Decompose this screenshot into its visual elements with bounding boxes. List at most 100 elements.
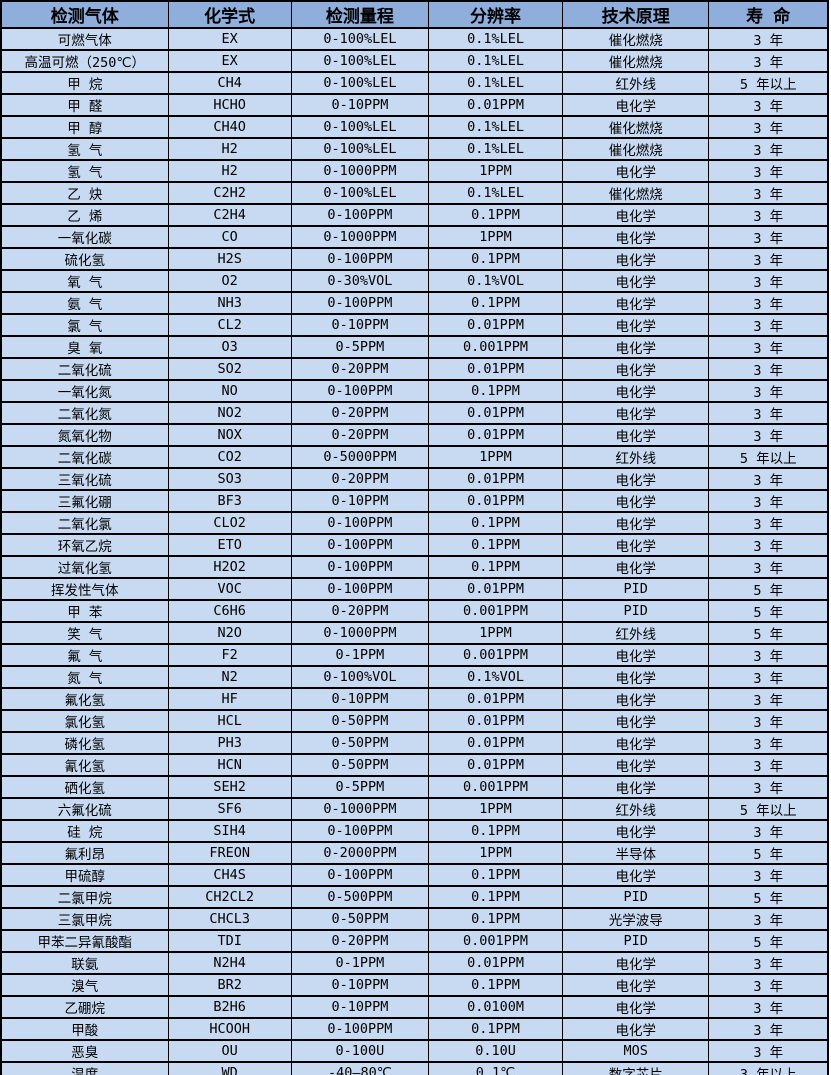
principle-cell: 电化学 [562, 291, 710, 315]
table-row: 三氟化硼 BF3 0-10PPM 0.01PPM 电化学 3 年 [0, 489, 829, 513]
formula-cell: C6H6 [167, 599, 292, 623]
table-row: 溴气 BR2 0-10PPM 0.1PPM 电化学 3 年 [0, 973, 829, 997]
gas-name-cell: 三氟化硼 [0, 489, 169, 513]
table-row: 笑 气 N2O 0-1000PPM 1PPM 红外线 5 年 [0, 621, 829, 645]
gas-name-cell: 温度 [0, 1061, 169, 1075]
table-row: 六氟化硫 SF6 0-1000PPM 1PPM 红外线 5 年以上 [0, 797, 829, 821]
range-cell: 0-100%LEL [290, 137, 430, 161]
range-cell: 0-100PPM [290, 863, 430, 887]
lifespan-cell: 3 年 [708, 1039, 829, 1063]
principle-cell: PID [562, 885, 710, 909]
gas-name-cell: 氟利昂 [0, 841, 169, 865]
table-row: 氟化氢 HF 0-10PPM 0.01PPM 电化学 3 年 [0, 687, 829, 711]
formula-cell: BR2 [167, 973, 292, 997]
formula-cell: N2 [167, 665, 292, 689]
gas-name-cell: 硫化氢 [0, 247, 169, 271]
lifespan-cell: 3 年 [708, 335, 829, 359]
resolution-cell: 0.1PPM [428, 291, 564, 315]
principle-cell: 电化学 [562, 731, 710, 755]
formula-cell: CLO2 [167, 511, 292, 535]
formula-cell: HCL [167, 709, 292, 733]
range-cell: 0-5000PPM [290, 445, 430, 469]
lifespan-cell: 3 年 [708, 753, 829, 777]
lifespan-cell: 3 年 [708, 819, 829, 843]
principle-cell: 电化学 [562, 93, 710, 117]
gas-name-cell: 甲 醇 [0, 115, 169, 139]
gas-name-cell: 三氧化硫 [0, 467, 169, 491]
table-row: 磷化氢 PH3 0-50PPM 0.01PPM 电化学 3 年 [0, 731, 829, 755]
principle-cell: 电化学 [562, 775, 710, 799]
resolution-cell: 1PPM [428, 797, 564, 821]
range-cell: 0-100PPM [290, 555, 430, 579]
range-cell: 0-500PPM [290, 885, 430, 909]
range-cell: 0-50PPM [290, 907, 430, 931]
principle-cell: 电化学 [562, 863, 710, 887]
range-cell: 0-20PPM [290, 467, 430, 491]
formula-cell: HF [167, 687, 292, 711]
resolution-cell: 1PPM [428, 621, 564, 645]
resolution-cell: 0.1PPM [428, 379, 564, 403]
formula-cell: OU [167, 1039, 292, 1063]
range-cell: 0-20PPM [290, 423, 430, 447]
resolution-cell: 1PPM [428, 159, 564, 183]
table-row: 一氧化碳 CO 0-1000PPM 1PPM 电化学 3 年 [0, 225, 829, 249]
column-header-principle: 技术原理 [562, 0, 710, 29]
lifespan-cell: 5 年以上 [708, 445, 829, 469]
principle-cell: 电化学 [562, 511, 710, 535]
table-row: 二氧化硫 SO2 0-20PPM 0.01PPM 电化学 3 年 [0, 357, 829, 381]
formula-cell: CL2 [167, 313, 292, 337]
lifespan-cell: 3 年 [708, 951, 829, 975]
gas-name-cell: 六氟化硫 [0, 797, 169, 821]
gas-name-cell: 二氧化氮 [0, 401, 169, 425]
gas-name-cell: 硅 烷 [0, 819, 169, 843]
gas-name-cell: 溴气 [0, 973, 169, 997]
principle-cell: 催化燃烧 [562, 115, 710, 139]
table-row: 可燃气体 EX 0-100%LEL 0.1%LEL 催化燃烧 3 年 [0, 27, 829, 51]
table-header: 检测气体 化学式 检测量程 分辨率 技术原理 寿 命 [0, 0, 829, 29]
resolution-cell: 0.1%LEL [428, 71, 564, 95]
gas-name-cell: 氮 气 [0, 665, 169, 689]
principle-cell: 电化学 [562, 313, 710, 337]
resolution-cell: 0.1%LEL [428, 27, 564, 51]
formula-cell: H2 [167, 137, 292, 161]
range-cell: 0-5PPM [290, 775, 430, 799]
resolution-cell: 0.1PPM [428, 863, 564, 887]
principle-cell: 催化燃烧 [562, 137, 710, 161]
table-row: 硒化氢 SEH2 0-5PPM 0.001PPM 电化学 3 年 [0, 775, 829, 799]
gas-name-cell: 氨 气 [0, 291, 169, 315]
resolution-cell: 0.001PPM [428, 775, 564, 799]
formula-cell: O3 [167, 335, 292, 359]
table-row: 甲 醛 HCHO 0-10PPM 0.01PPM 电化学 3 年 [0, 93, 829, 117]
resolution-cell: 0.01PPM [428, 577, 564, 601]
gas-name-cell: 乙硼烷 [0, 995, 169, 1019]
table-row: 甲酸 HCOOH 0-100PPM 0.1PPM 电化学 3 年 [0, 1017, 829, 1041]
lifespan-cell: 3 年 [708, 291, 829, 315]
resolution-cell: 0.01PPM [428, 687, 564, 711]
gas-name-cell: 氧 气 [0, 269, 169, 293]
range-cell: 0-50PPM [290, 709, 430, 733]
principle-cell: 电化学 [562, 159, 710, 183]
range-cell: 0-1000PPM [290, 621, 430, 645]
principle-cell: 电化学 [562, 335, 710, 359]
range-cell: 0-50PPM [290, 731, 430, 755]
range-cell: 0-100PPM [290, 203, 430, 227]
lifespan-cell: 5 年 [708, 841, 829, 865]
formula-cell: CHCL3 [167, 907, 292, 931]
lifespan-cell: 3 年 [708, 423, 829, 447]
gas-name-cell: 挥发性气体 [0, 577, 169, 601]
gas-name-cell: 甲 烷 [0, 71, 169, 95]
resolution-cell: 0.001PPM [428, 335, 564, 359]
resolution-cell: 0.01PPM [428, 709, 564, 733]
gas-name-cell: 笑 气 [0, 621, 169, 645]
formula-cell: H2S [167, 247, 292, 271]
resolution-cell: 0.01PPM [428, 401, 564, 425]
lifespan-cell: 3 年 [708, 93, 829, 117]
table-row: 氮 气 N2 0-100%VOL 0.1%VOL 电化学 3 年 [0, 665, 829, 689]
table-row: 一氧化氮 NO 0-100PPM 0.1PPM 电化学 3 年 [0, 379, 829, 403]
lifespan-cell: 3 年 [708, 313, 829, 337]
principle-cell: 电化学 [562, 753, 710, 777]
gas-name-cell: 甲 苯 [0, 599, 169, 623]
lifespan-cell: 3 年 [708, 1017, 829, 1041]
resolution-cell: 0.1PPM [428, 973, 564, 997]
resolution-cell: 0.01PPM [428, 467, 564, 491]
